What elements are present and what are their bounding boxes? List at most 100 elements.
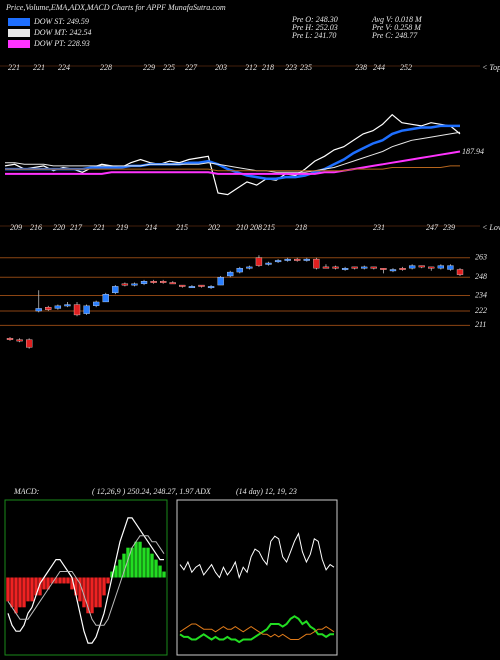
low-label: 217: [70, 223, 83, 232]
low-label: 231: [373, 223, 385, 232]
low-label: 216: [30, 223, 42, 232]
macd-bar: [106, 577, 110, 584]
macd-bar: [90, 577, 94, 614]
candle-body: [64, 304, 71, 307]
macd-bar: [114, 565, 118, 578]
low-label: 210: [236, 223, 248, 232]
candle-body: [236, 268, 243, 273]
info-text: Pre V: 0.258 M: [371, 23, 422, 32]
macd-bar: [54, 577, 58, 584]
candle-body: [447, 265, 454, 270]
series-line: [5, 165, 460, 172]
macd-bar: [62, 577, 66, 584]
candle-body: [169, 282, 176, 285]
candle-body: [274, 260, 282, 263]
candle-body: [160, 281, 167, 283]
candle-body: [93, 301, 100, 306]
top-label: 244: [373, 63, 385, 72]
macd-bar: [162, 571, 166, 578]
candle-body: [399, 268, 406, 270]
series-line: [179, 623, 335, 640]
candle-body: [294, 258, 301, 261]
macd-bar: [134, 541, 138, 578]
lows-text: < Lows: [482, 223, 500, 232]
candle-body: [35, 308, 42, 312]
macd-bar: [46, 577, 50, 590]
low-label: 220: [53, 223, 65, 232]
annotation: 187.94: [462, 147, 484, 156]
level-label: 222: [475, 306, 487, 315]
low-label: 221: [93, 223, 105, 232]
candle-body: [246, 266, 253, 269]
macd-bar: [142, 547, 146, 578]
macd-bar: [14, 577, 18, 614]
candle-body: [341, 268, 349, 270]
legend-swatch: [8, 40, 30, 48]
candle-body: [6, 338, 14, 340]
top-label: 229: [143, 63, 155, 72]
macd-title: MACD:: [13, 487, 40, 496]
candle-body: [456, 269, 464, 275]
chart-title: Price,Volume,EMA,ADX,MACD Charts for APP…: [5, 3, 226, 12]
macd-bar: [126, 547, 130, 578]
level-label: 234: [475, 290, 487, 299]
candle-body: [303, 258, 310, 261]
low-label: 215: [263, 223, 275, 232]
series-line: [4, 113, 461, 196]
macd-bar: [94, 577, 98, 608]
candle-body: [207, 286, 215, 289]
info-text: Pre C: 248.77: [371, 31, 418, 40]
candle-body: [112, 286, 119, 294]
top-label: 252: [400, 63, 412, 72]
macd-bar: [10, 577, 14, 608]
low-label: 214: [145, 223, 157, 232]
top-label: 212: [245, 63, 257, 72]
level-label: 248: [475, 272, 487, 281]
macd-bar: [150, 553, 154, 578]
macd-bar: [26, 577, 30, 602]
candle-body: [389, 269, 397, 272]
tops-text: < Tops: [482, 63, 500, 72]
candle-body: [284, 258, 291, 261]
legend-label: DOW ST: 249.59: [33, 17, 89, 26]
candle-body: [83, 305, 90, 314]
low-label: 209: [10, 223, 22, 232]
candle-body: [188, 286, 196, 289]
candle-body: [217, 277, 224, 286]
series-line: [5, 131, 461, 173]
macd-bar: [70, 577, 74, 590]
macd-bar: [66, 577, 70, 584]
top-label: 223: [285, 63, 297, 72]
macd-bar: [74, 577, 78, 596]
macd-bar: [30, 577, 34, 602]
macd-bar: [38, 577, 42, 596]
macd-bar: [138, 541, 142, 578]
macd-bar: [6, 577, 10, 602]
adx-title: (14 day) 12, 19, 23: [236, 487, 297, 496]
candle-body: [322, 266, 330, 269]
macd-bar: [82, 577, 86, 608]
low-label: 239: [443, 223, 455, 232]
candle-body: [370, 266, 377, 269]
low-label: 218: [295, 223, 307, 232]
candle-body: [16, 339, 23, 342]
low-label: 208: [250, 223, 262, 232]
adx-frame: [176, 499, 338, 656]
macd-bar: [146, 547, 150, 578]
candle-body: [437, 265, 445, 269]
top-label: 221: [8, 63, 20, 72]
candle-body: [351, 266, 358, 269]
series-line: [5, 150, 461, 175]
low-label: 215: [176, 223, 188, 232]
low-label: 202: [208, 223, 220, 232]
top-label: 225: [163, 63, 175, 72]
candle-body: [313, 258, 320, 269]
macd-bar: [34, 577, 38, 596]
low-label: 247: [426, 223, 439, 232]
macd-bar: [158, 565, 162, 578]
macd-bar: [154, 559, 158, 578]
top-label: 235: [300, 63, 312, 72]
macd-bar: [78, 577, 82, 602]
candle-body: [265, 262, 272, 265]
candle-body: [102, 294, 109, 303]
